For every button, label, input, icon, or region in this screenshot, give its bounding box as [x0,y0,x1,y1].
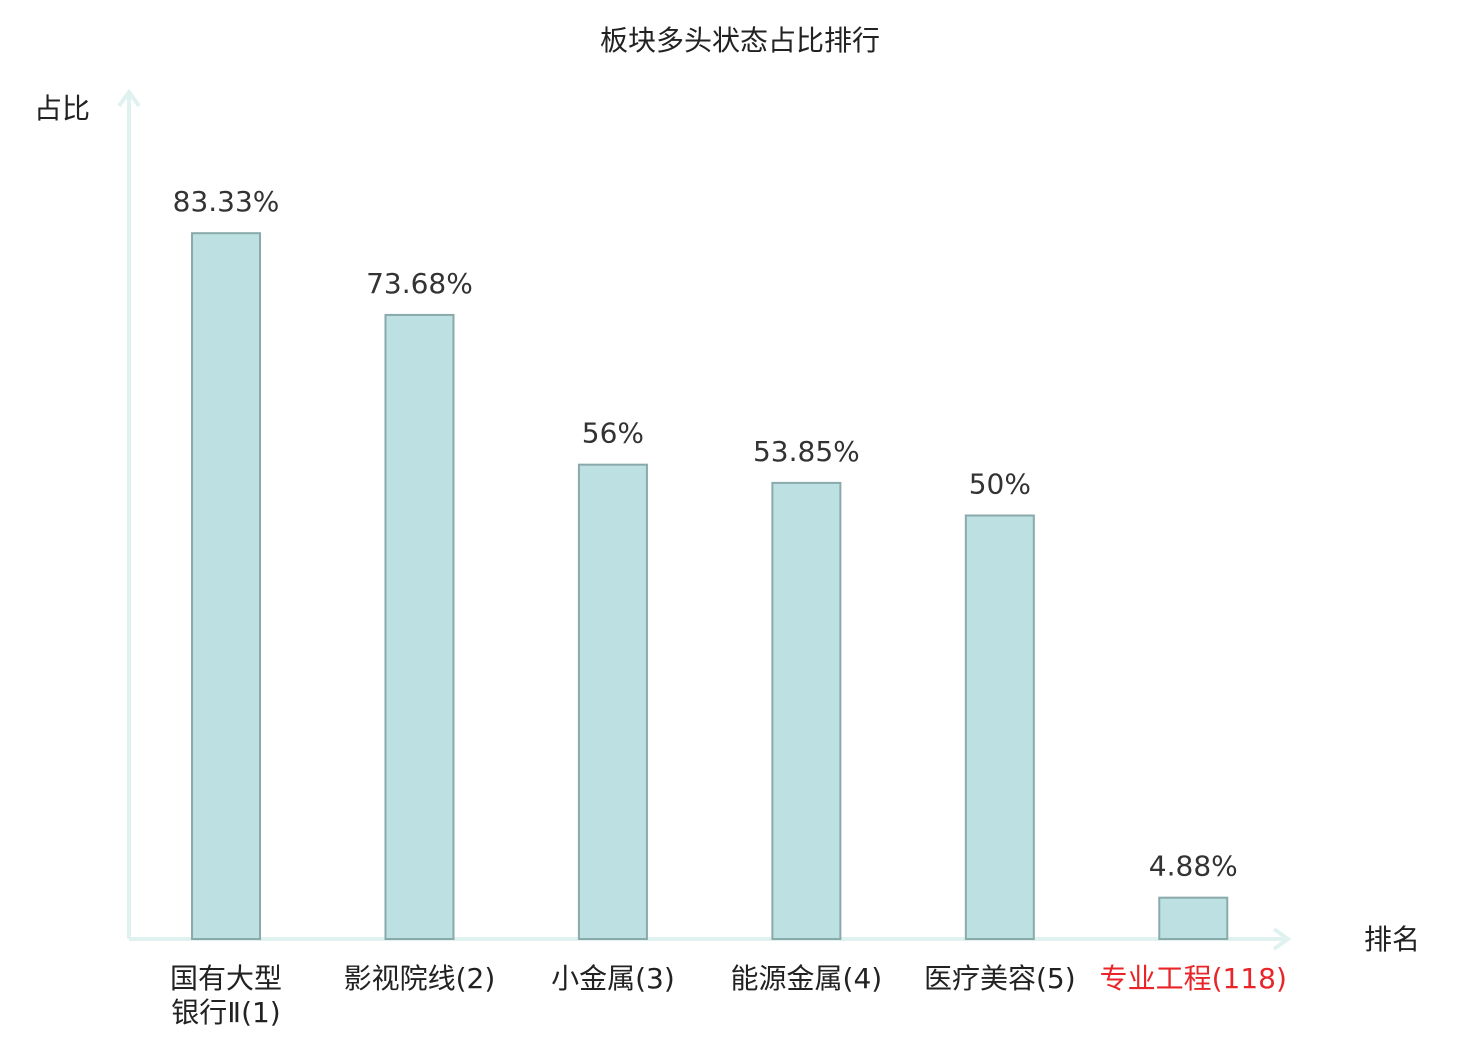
value-label: 83.33% [173,185,280,218]
x-tick-label: 医疗美容(5) [923,962,1076,995]
bar [384,313,455,940]
bar [577,463,648,940]
x-tick-label: 国有大型银行Ⅱ(1) [170,962,283,1029]
bar [191,232,262,941]
value-label: 4.88% [1149,850,1238,883]
bar [771,481,842,940]
y-arrow [117,88,141,108]
x-axis-label: 排名 [1364,923,1420,956]
x-tick-label: 能源金属(4) [730,962,883,995]
value-label: 56% [582,417,644,450]
value-label: 50% [969,468,1031,501]
x-tick-label: 专业工程(118) [1099,962,1287,995]
x-tick-label: 小金属(3) [551,962,675,995]
axes [117,88,1292,951]
x-tick-label: 影视院线(2) [343,962,496,995]
value-label: 53.85% [753,435,860,468]
chart-title: 板块多头状态占比排行 [600,24,880,57]
y-axis-label: 占比 [34,92,90,125]
value-label: 73.68% [366,267,473,300]
x-arrow [1272,927,1292,951]
bar [1158,896,1229,940]
bar [964,514,1035,940]
